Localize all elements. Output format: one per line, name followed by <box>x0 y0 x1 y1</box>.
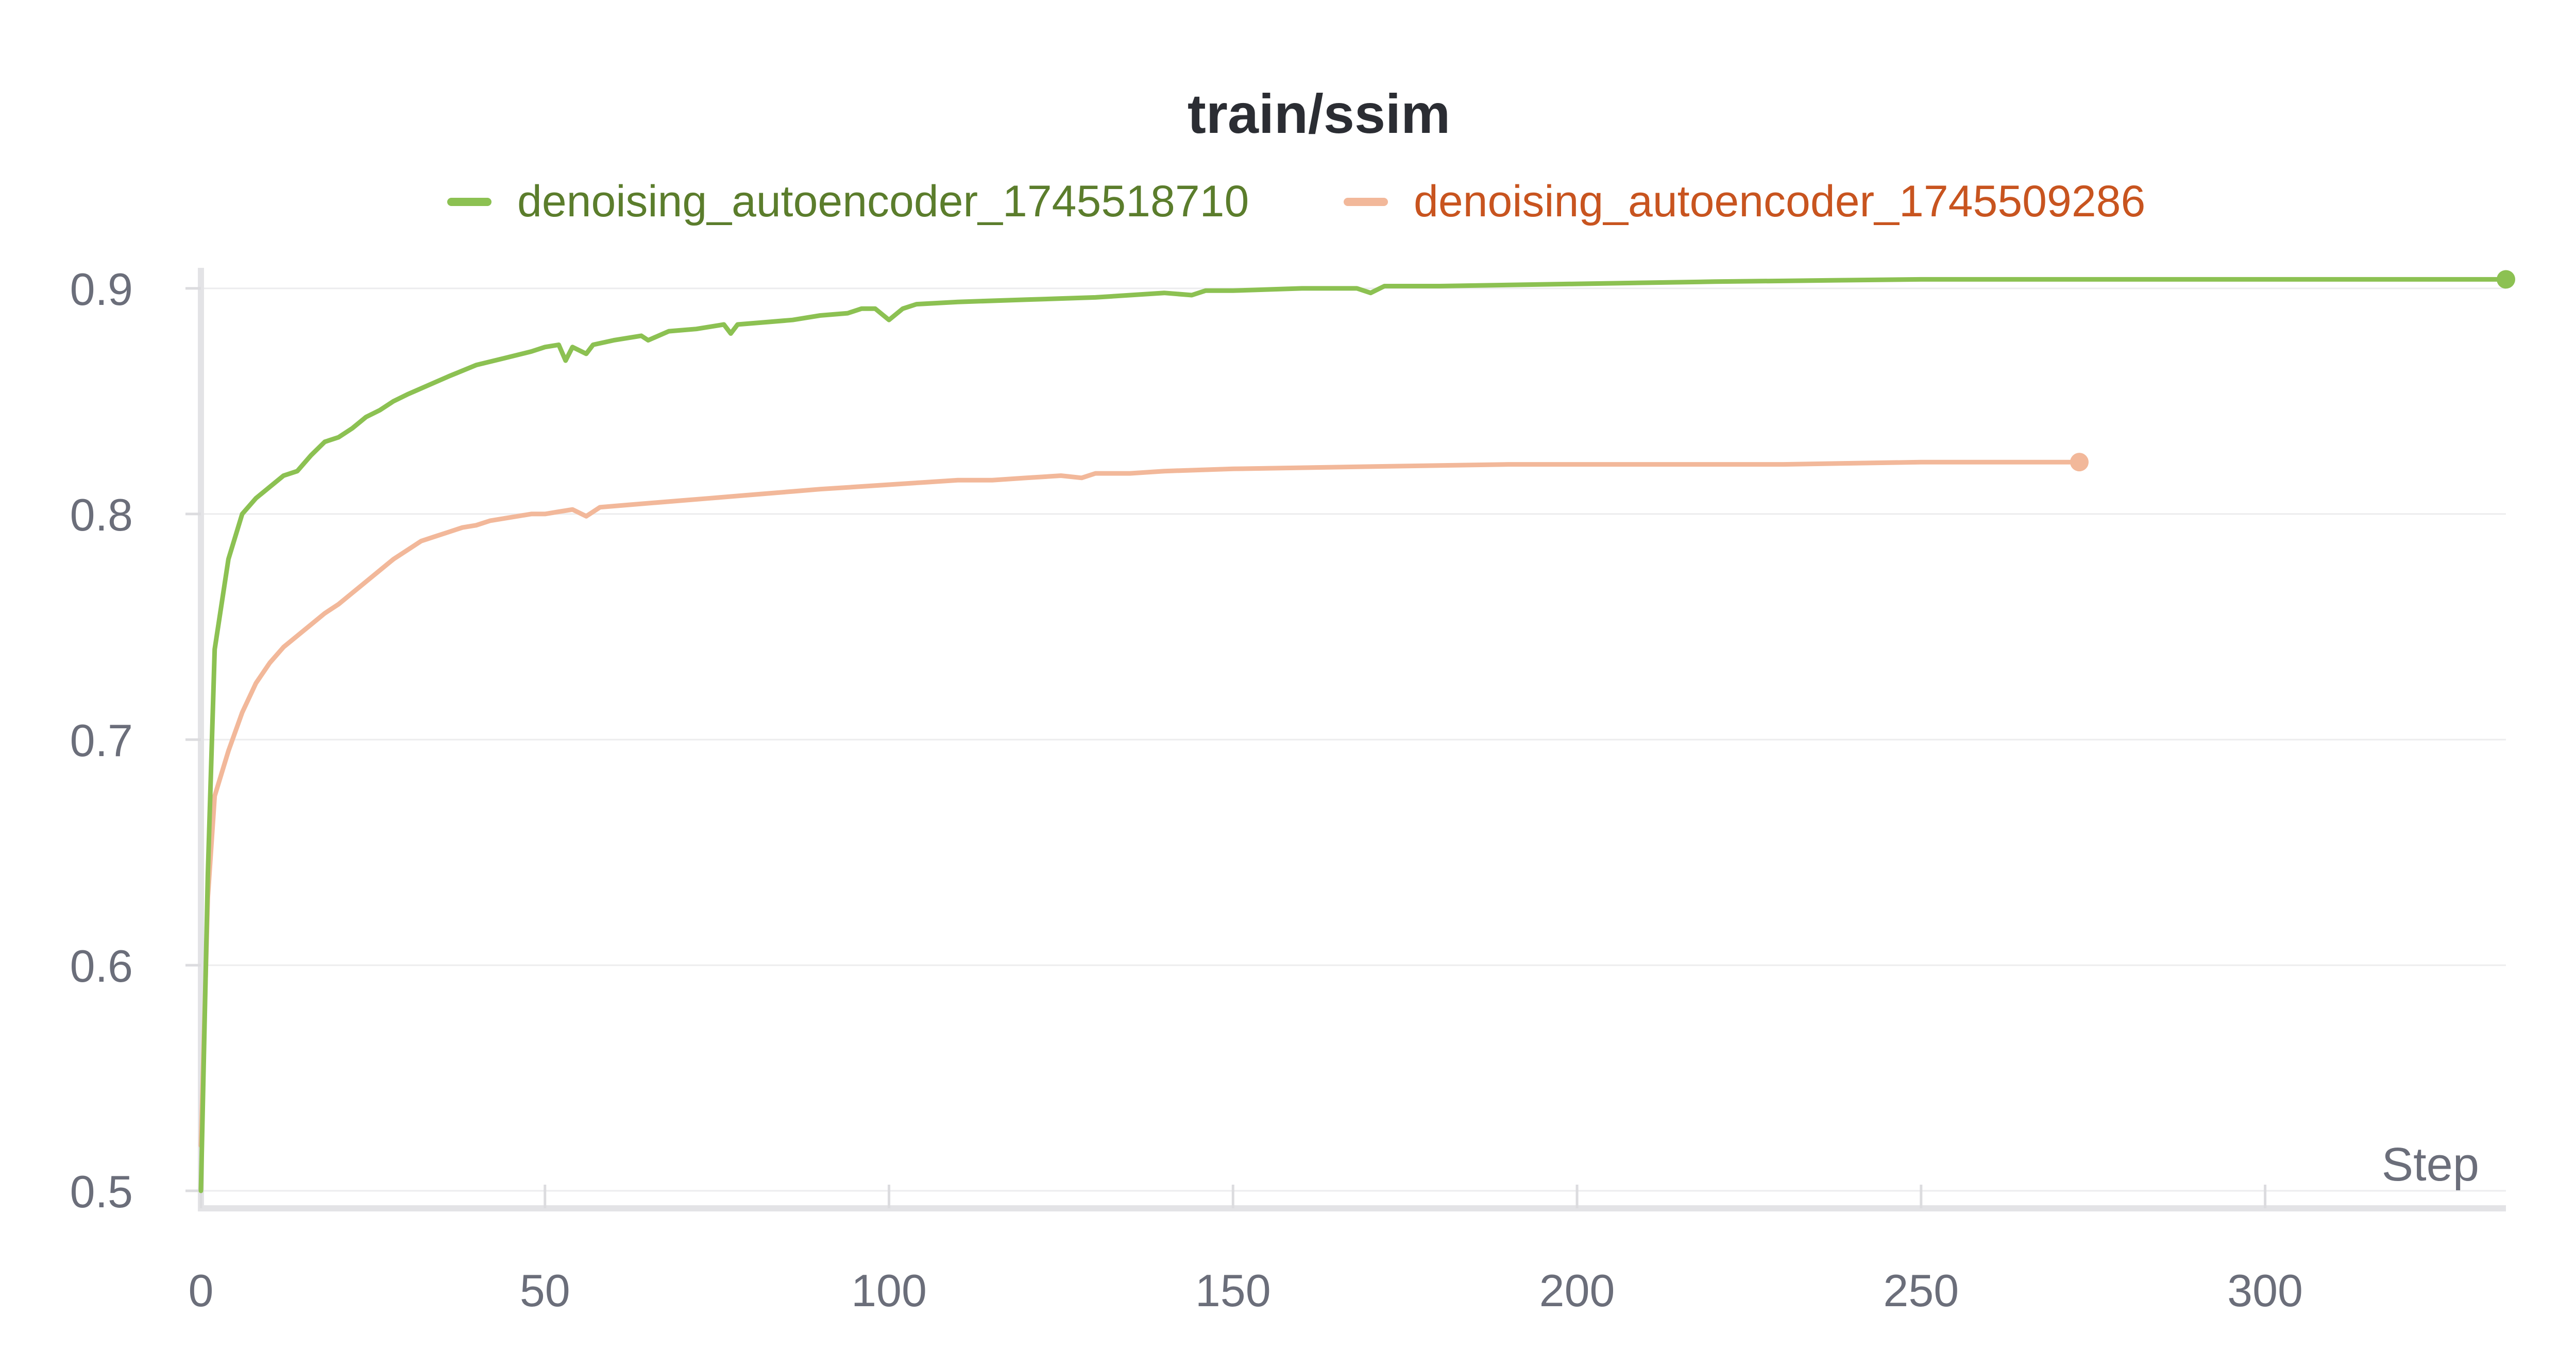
series-layer <box>198 270 2515 1193</box>
y-ticks: 0.5 0.6 0.7 0.8 0.9 <box>70 264 201 1217</box>
grid <box>201 287 2506 1192</box>
legend-label-2: denoising_autoencoder_1745509286 <box>1414 177 2145 226</box>
x-ticks: 0 50 100 150 200 250 300 <box>189 1185 2303 1316</box>
series-line-2[interactable] <box>198 459 2082 1148</box>
series-end-marker-2[interactable] <box>2070 453 2089 472</box>
chart-title: train/ssim <box>1188 82 1450 145</box>
axes <box>198 268 2506 1211</box>
x-tick-label: 200 <box>1539 1265 1615 1316</box>
x-tick-label: 150 <box>1195 1265 1271 1316</box>
legend-item-1[interactable]: denoising_autoencoder_1745518710 <box>447 177 1249 226</box>
y-tick-label: 0.6 <box>70 940 133 991</box>
legend: denoising_autoencoder_1745518710 denoisi… <box>447 177 2145 226</box>
x-tick-label: 0 <box>189 1265 214 1316</box>
y-tick-label: 0.8 <box>70 489 133 540</box>
x-tick-label: 250 <box>1883 1265 1959 1316</box>
legend-item-2[interactable]: denoising_autoencoder_1745509286 <box>1344 177 2145 226</box>
y-tick-label: 0.9 <box>70 264 133 315</box>
series-end-marker-1[interactable] <box>2497 270 2515 289</box>
x-tick-label: 300 <box>2227 1265 2303 1316</box>
x-axis-title: Step <box>2382 1138 2479 1191</box>
x-tick-label: 100 <box>851 1265 927 1316</box>
series-line-1[interactable] <box>198 277 2509 1193</box>
y-tick-label: 0.7 <box>70 715 133 766</box>
legend-label-1: denoising_autoencoder_1745518710 <box>517 177 1249 226</box>
y-tick-label: 0.5 <box>70 1166 133 1217</box>
x-tick-label: 50 <box>520 1265 570 1316</box>
